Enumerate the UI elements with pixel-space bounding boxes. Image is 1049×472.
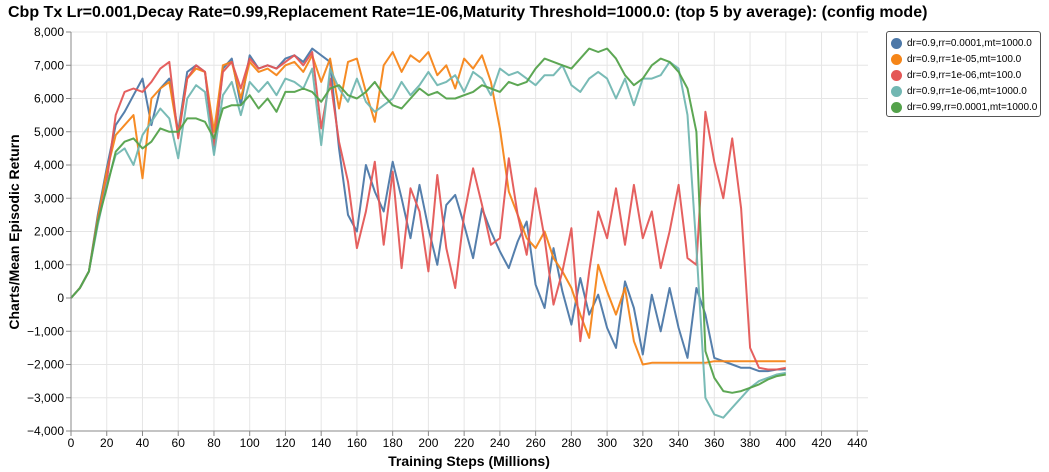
x-tick-label: 180 (383, 436, 403, 450)
x-tick-label: 260 (526, 436, 546, 450)
chart-title: Cbp Tx Lr=0.001,Decay Rate=0.99,Replacem… (8, 4, 928, 21)
y-tick-label: −1,000 (27, 324, 64, 338)
series-layer (70, 47, 786, 419)
y-axis-title: Charts/Mean Episodic Return (6, 134, 22, 329)
chart-legend: dr=0.9,rr=0.0001,mt=1000.0 dr=0.9,rr=1e-0… (886, 31, 1041, 117)
series-line-1 (70, 47, 786, 373)
series-line-3 (70, 51, 786, 371)
y-tick-label: −3,000 (27, 391, 64, 405)
x-tick-label: 20 (100, 436, 114, 450)
x-tick-label: 400 (776, 436, 796, 450)
y-tick-label: 7,000 (34, 58, 64, 72)
legend-label: dr=0.9,rr=1e-06,mt=1000.0 (907, 85, 1027, 97)
x-tick-label: 320 (633, 436, 653, 450)
legend-swatch (891, 101, 902, 113)
y-tick-label: 6,000 (34, 92, 64, 106)
legend-label: dr=0.9,rr=1e-05,mt=100.0 (907, 53, 1022, 65)
y-tick-label: 8,000 (34, 25, 64, 39)
y-tick-label: 2,000 (34, 225, 64, 239)
x-tick-label: 280 (561, 436, 581, 450)
legend-swatch (891, 53, 902, 65)
legend-swatch (891, 69, 902, 81)
legend-label: dr=0.9,rr=1e-06,mt=100.0 (907, 69, 1022, 81)
x-tick-label: 300 (597, 436, 617, 450)
x-axis-title: Training Steps (Millions) (388, 453, 550, 469)
x-tick-label: 80 (207, 436, 221, 450)
x-tick-label: 360 (704, 436, 724, 450)
x-tick-label: 440 (847, 436, 867, 450)
y-tick-label: −2,000 (27, 358, 64, 372)
x-tick-label: 100 (240, 436, 260, 450)
x-tick-label: 0 (68, 436, 75, 450)
legend-swatch (891, 85, 902, 97)
legend-item[interactable]: dr=0.9,rr=0.0001,mt=1000.0 (891, 35, 1036, 51)
legend-label: dr=0.9,rr=0.0001,mt=1000.0 (907, 37, 1032, 49)
x-tick-label: 140 (311, 436, 331, 450)
y-tick-label: 5,000 (34, 125, 64, 139)
x-tick-label: 380 (740, 436, 760, 450)
y-tick-label: 3,000 (34, 191, 64, 205)
legend-label: dr=0.99,rr=0.0001,mt=1000.0 (907, 101, 1038, 113)
x-tick-label: 220 (454, 436, 474, 450)
x-tick-label: 60 (172, 436, 186, 450)
y-tick-label: 0 (57, 291, 64, 305)
legend-item[interactable]: dr=0.9,rr=1e-06,mt=100.0 (891, 67, 1036, 83)
x-tick-label: 420 (812, 436, 832, 450)
x-tick-label: 40 (136, 436, 150, 450)
legend-item[interactable]: dr=0.9,rr=1e-05,mt=100.0 (891, 51, 1036, 67)
series-line-4 (70, 60, 786, 419)
x-tick-label: 240 (490, 436, 510, 450)
axis-layer: −4,000 −3,000 −2,000 −1,000 0 1,000 2,000 3,000… (27, 25, 868, 450)
x-tick-label: 160 (347, 436, 367, 450)
y-tick-label: 4,000 (34, 158, 64, 172)
legend-item[interactable]: dr=0.9,rr=1e-06,mt=1000.0 (891, 83, 1036, 99)
legend-swatch (891, 37, 902, 49)
x-tick-label: 120 (275, 436, 295, 450)
series-line-5 (70, 47, 786, 394)
y-tick-label: −4,000 (27, 424, 64, 438)
legend-item[interactable]: dr=0.99,rr=0.0001,mt=1000.0 (891, 99, 1038, 115)
x-tick-label: 340 (669, 436, 689, 450)
y-tick-label: 1,000 (34, 258, 64, 272)
x-tick-label: 200 (418, 436, 438, 450)
